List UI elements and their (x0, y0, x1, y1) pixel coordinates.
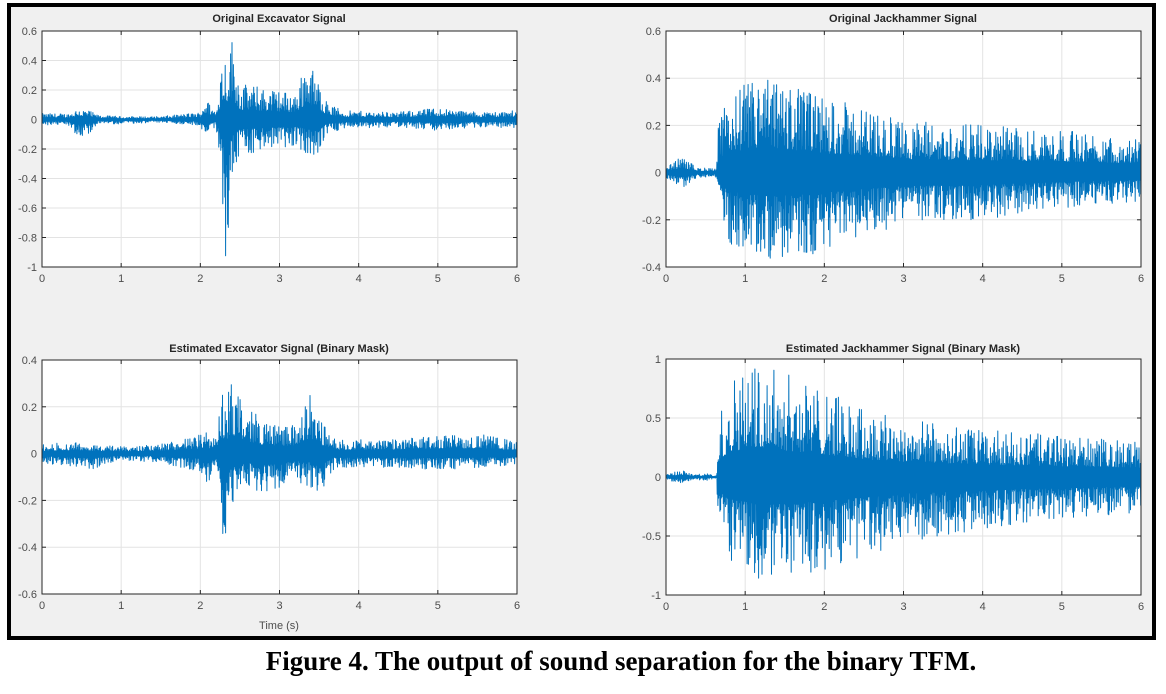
x-tick-label: 0 (663, 273, 669, 285)
axes-box (41, 30, 518, 268)
y-tick-label: 0 (655, 168, 661, 180)
y-tick-label: 0 (31, 115, 37, 127)
y-tick-label: -1 (651, 590, 661, 602)
y-tick-label: -0.8 (18, 233, 37, 245)
x-tick-label: 3 (276, 600, 282, 612)
x-tick-label: 5 (435, 600, 441, 612)
y-tick-label: 0.4 (646, 73, 661, 85)
axes-box (665, 358, 1142, 596)
x-tick-label: 1 (118, 600, 124, 612)
x-tick-label: 3 (900, 601, 906, 613)
y-tick-label: -0.6 (18, 203, 37, 215)
y-tick-label: -0.6 (18, 589, 37, 601)
y-tick-label: -0.4 (642, 262, 661, 274)
x-tick-label: 2 (821, 601, 827, 613)
x-tick-label: 5 (1059, 601, 1065, 613)
x-tick-label: 0 (39, 273, 45, 285)
x-tick-label: 0 (39, 600, 45, 612)
x-tick-label: 1 (742, 601, 748, 613)
signal-line (41, 384, 518, 534)
subplot-original-jackhammer: 0 1 2 3 4 5 6 0.6 0.4 0.2 0 -0.2 -0.4 Original Jackha… (642, 13, 1144, 285)
subplot-original-excavator: 0 1 2 3 4 5 6 0.6 0.4 0.2 0 -0.2 -0.4 -0.6 -0.8 -1 Origi… (18, 13, 520, 285)
axes-box (41, 359, 518, 595)
x-tick-label: 2 (821, 273, 827, 285)
x-tick-label: 6 (1138, 273, 1144, 285)
y-tick-label: -0.4 (18, 542, 37, 554)
y-tick-label: 0.2 (22, 85, 37, 97)
y-tick-label: -0.5 (642, 531, 661, 543)
x-tick-label: 6 (514, 273, 520, 285)
plot-title: Original Jackhammer Signal (829, 13, 977, 25)
y-tick-label: 0.2 (646, 120, 661, 132)
x-tick-label: 4 (980, 601, 986, 613)
subplot-estimated-excavator: 0 1 2 3 4 5 6 0.4 0.2 0 -0.2 -0.4 -0.6 Estimated Exca… (18, 343, 520, 632)
x-tick-label: 3 (276, 273, 282, 285)
x-tick-label: 3 (900, 273, 906, 285)
x-tick-label: 6 (1138, 601, 1144, 613)
x-tick-label: 6 (514, 600, 520, 612)
y-tick-label: 0.2 (22, 402, 37, 414)
y-tick-label: 0 (655, 472, 661, 484)
x-tick-label: 4 (980, 273, 986, 285)
x-tick-label: 2 (197, 600, 203, 612)
signal-line (41, 42, 518, 257)
signal-line (665, 79, 1142, 259)
y-tick-label: 0.6 (646, 26, 661, 38)
x-tick-label: 4 (356, 273, 362, 285)
y-tick-label: 1 (655, 354, 661, 366)
axes-box (665, 30, 1142, 268)
signal-line (665, 368, 1142, 579)
x-tick-label: 5 (435, 273, 441, 285)
y-tick-label: -0.2 (18, 495, 37, 507)
x-tick-label: 2 (197, 273, 203, 285)
x-tick-label: 1 (118, 273, 124, 285)
y-tick-label: -1 (27, 262, 37, 274)
y-tick-label: -0.4 (18, 174, 37, 186)
y-tick-label: -0.2 (642, 215, 661, 227)
y-tick-label: 0.6 (22, 26, 37, 38)
plot-title: Estimated Excavator Signal (Binary Mask) (169, 343, 389, 355)
subplot-estimated-jackhammer: 0 1 2 3 4 5 6 1 0.5 0 -0.5 -1 Estimated Jackhammer S… (642, 343, 1144, 613)
plot-title: Estimated Jackhammer Signal (Binary Mask… (786, 343, 1020, 355)
x-tick-label: 1 (742, 273, 748, 285)
x-tick-label: 5 (1059, 273, 1065, 285)
y-tick-label: 0.4 (22, 355, 37, 367)
y-tick-label: 0.4 (22, 56, 37, 68)
plot-title: Original Excavator Signal (212, 13, 345, 25)
y-tick-label: 0.5 (646, 413, 661, 425)
y-tick-label: 0 (31, 449, 37, 461)
figure-caption: Figure 4. The output of sound separation… (265, 646, 977, 676)
y-tick-label: -0.2 (18, 144, 37, 156)
x-axis-label: Time (s) (259, 620, 299, 632)
x-tick-label: 0 (663, 601, 669, 613)
x-tick-label: 4 (356, 600, 362, 612)
